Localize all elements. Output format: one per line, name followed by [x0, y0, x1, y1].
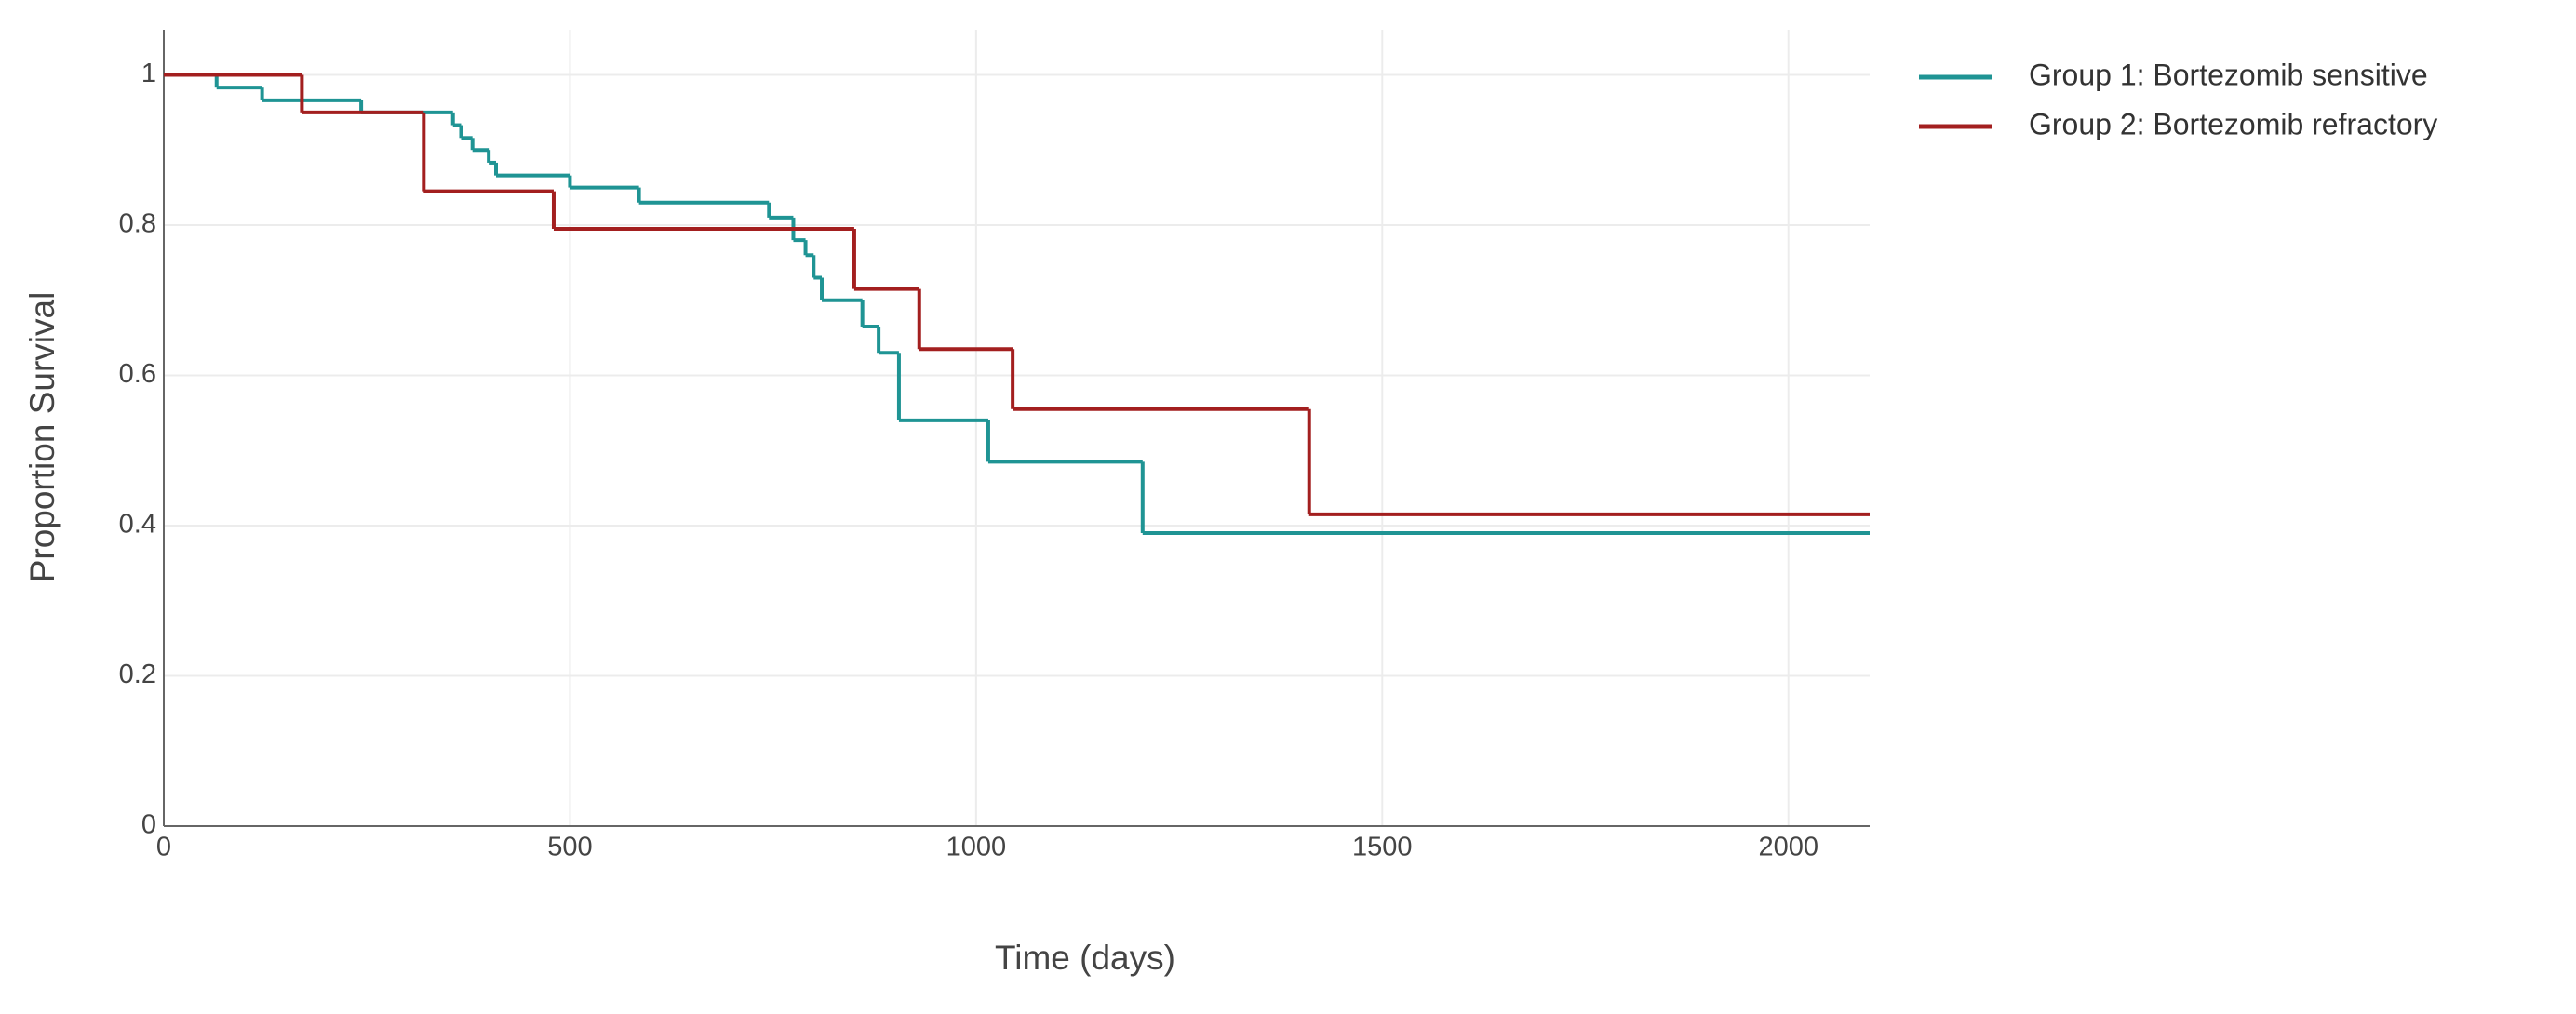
y-tick-label: 1: [141, 59, 156, 88]
x-tick-label: 1000: [946, 833, 1007, 862]
x-tick-label: 500: [547, 833, 592, 862]
legend-label: Group 1: Bortezomib sensitive: [2029, 58, 2428, 91]
y-tick-label: 0.6: [119, 359, 156, 389]
y-tick-label: 0: [141, 810, 156, 840]
y-tick-label: 0.8: [119, 209, 156, 239]
x-axis-title: Time (days): [995, 939, 1175, 977]
x-tick-label: 2000: [1758, 833, 1818, 862]
x-tick-label: 0: [156, 833, 171, 862]
x-tick-label: 1500: [1352, 833, 1413, 862]
y-axis-title: Proportion Survival: [23, 292, 61, 583]
y-tick-label: 0.2: [119, 660, 156, 689]
y-tick-label: 0.4: [119, 510, 156, 540]
legend-label: Group 2: Bortezomib refractory: [2029, 107, 2437, 140]
